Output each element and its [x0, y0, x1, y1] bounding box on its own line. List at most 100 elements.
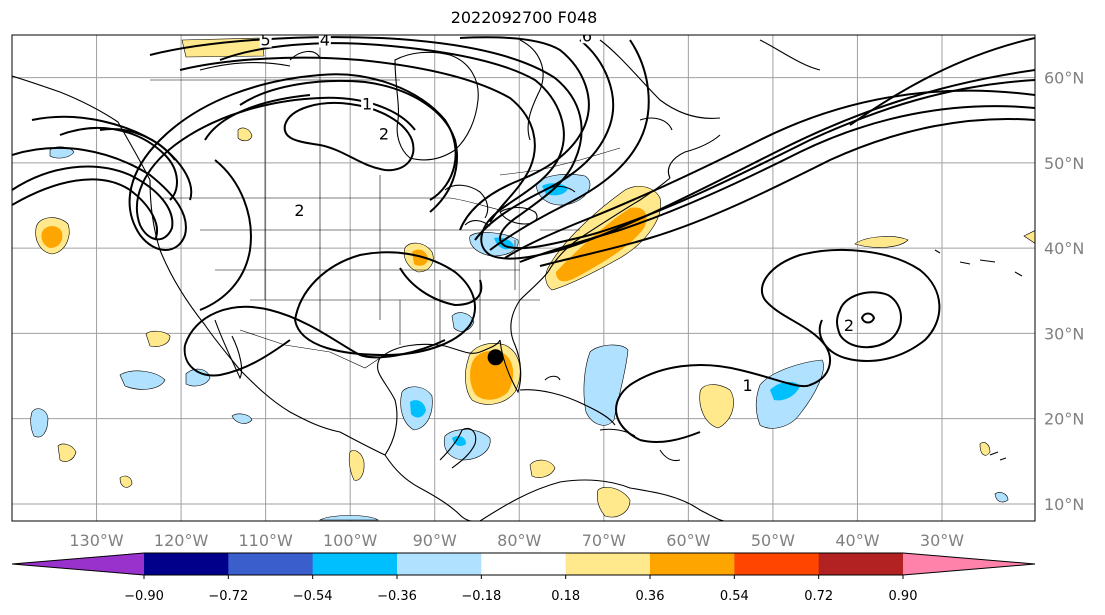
longitude-tick-label: 130°W	[69, 531, 124, 550]
strong-positive-anomaly-region	[470, 350, 514, 400]
positive-anomaly-region	[699, 384, 734, 429]
latitude-tick-label: 40°N	[1044, 239, 1084, 258]
colorbar-segment	[565, 553, 651, 575]
contour-label: 2	[844, 316, 854, 335]
contour-label: 6	[582, 26, 592, 45]
political-borders	[150, 40, 621, 369]
contour-label-bg	[741, 378, 754, 393]
contour-line	[99, 128, 176, 161]
longitude-tick-label: 100°W	[323, 531, 378, 550]
contour-line	[459, 36, 590, 231]
negative-anomaly-region	[30, 408, 49, 438]
contour-label-bg	[361, 97, 374, 112]
longitude-tick-label: 110°W	[238, 531, 293, 550]
contour-line	[183, 339, 291, 377]
colorbar-extend-min	[12, 553, 144, 575]
negative-anomaly-region	[994, 492, 1009, 503]
latitude-tick-label: 30°N	[1044, 324, 1084, 343]
contour-line	[199, 159, 252, 311]
colorbar-extend-max	[903, 553, 1035, 575]
storm-center-marker	[487, 349, 504, 366]
positive-anomaly-region	[348, 450, 365, 481]
contour-label: 1	[742, 376, 752, 395]
positive-anomaly-region	[854, 236, 909, 248]
colorbar-segment	[481, 553, 567, 575]
contour-label-bg	[843, 319, 855, 334]
positive-anomaly-region	[979, 442, 991, 456]
latitude-tick-label: 60°N	[1044, 69, 1084, 88]
colorbar-tick-label: 0.18	[551, 589, 580, 604]
contour-line	[12, 96, 416, 241]
colorbar-tick-label: 0.72	[804, 589, 833, 604]
latitude-tick-label: 50°N	[1044, 154, 1084, 173]
contour-label: 5	[261, 31, 271, 50]
contour-label-bg	[293, 204, 306, 219]
colorbar-segment	[228, 553, 314, 575]
latitude-labels: 60°N 50°N 40°N 30°N 20°N 10°N	[1044, 69, 1084, 514]
contour-line	[184, 305, 446, 359]
contour-line	[12, 178, 158, 241]
colorbar-tick-label: −0.18	[461, 589, 501, 604]
strong-negative-anomaly-region	[410, 400, 426, 418]
positive-anomaly-region	[596, 487, 631, 518]
contour-line	[179, 56, 536, 223]
contour-line	[149, 36, 1035, 250]
contour-line	[519, 105, 1035, 263]
negative-anomaly-region	[583, 344, 629, 426]
negative-anomaly-region	[318, 515, 379, 521]
contour-line	[504, 89, 1035, 259]
colorbar-tick-label: −0.90	[124, 589, 164, 604]
longitude-tick-label: 60°W	[666, 531, 710, 550]
longitude-tick-label: 50°W	[751, 531, 795, 550]
latitude-tick-label: 10°N	[1044, 495, 1084, 514]
contour-line	[474, 39, 615, 241]
latitude-tick-label: 20°N	[1044, 410, 1084, 429]
contour-line	[283, 102, 415, 172]
colorbar-segment	[312, 553, 398, 575]
strong-positive-anomaly-region	[412, 249, 428, 266]
longitude-tick-label: 80°W	[497, 531, 541, 550]
positive-anomaly-region	[237, 127, 253, 142]
contour-line	[204, 94, 311, 141]
longitude-tick-label: 70°W	[582, 531, 626, 550]
longitude-tick-label: 120°W	[154, 531, 209, 550]
positive-anomaly-region	[119, 475, 133, 488]
contour-line	[836, 291, 902, 349]
negative-anomaly-region	[231, 413, 253, 424]
colorbar-segment	[144, 553, 229, 575]
contour-line	[239, 79, 459, 213]
contour-line	[639, 431, 701, 443]
contour-label: 1	[362, 94, 372, 113]
colorbar-segment	[397, 553, 482, 575]
colorbar-tick-label: −0.54	[293, 589, 333, 604]
contour-label-bg	[378, 127, 390, 142]
contour-line	[849, 37, 1035, 126]
colorbar-tick-label: 0.36	[636, 589, 665, 604]
longitude-tick-label: 90°W	[413, 531, 457, 550]
positive-anomaly-region	[529, 459, 556, 478]
contour-line	[489, 39, 650, 251]
positive-anomaly-region	[145, 330, 171, 347]
colorbar-tick-label: −0.36	[377, 589, 417, 604]
map-gridlines	[12, 35, 1035, 521]
contour-line	[860, 312, 876, 324]
longitude-tick-label: 30°W	[920, 531, 964, 550]
colorbar-segment	[818, 553, 904, 575]
contour-line	[615, 249, 941, 441]
positive-anomaly-region	[57, 443, 77, 462]
strong-negative-anomaly-region	[452, 436, 466, 446]
positive-anomaly-region	[1023, 230, 1035, 244]
colorbar-segment	[734, 553, 820, 575]
contour-line	[539, 117, 1035, 267]
longitude-tick-label: 40°W	[835, 531, 879, 550]
colorbar-segment	[650, 553, 735, 575]
contour-lines	[12, 36, 1035, 443]
contour-line	[59, 127, 178, 201]
contour-label: 4	[320, 31, 330, 50]
contour-label: 2	[294, 201, 304, 220]
strong-positive-anomaly-region	[41, 226, 63, 248]
contour-line	[399, 267, 483, 307]
contour-label-bg	[580, 35, 593, 44]
contour-label-bg	[318, 35, 331, 48]
